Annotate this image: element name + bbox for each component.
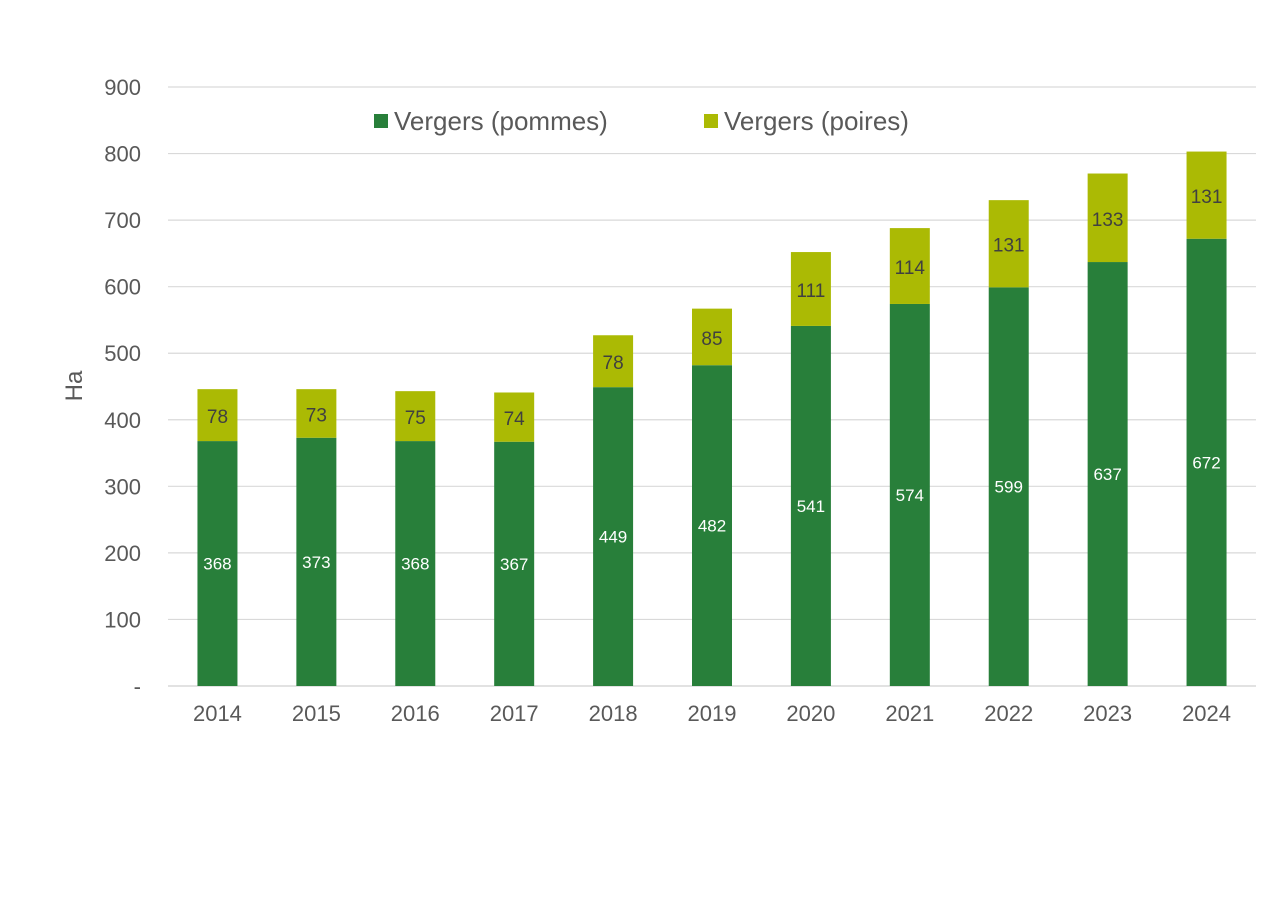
y-tick-label: 500 bbox=[104, 341, 141, 366]
bar-poires-2017 bbox=[494, 392, 535, 442]
data-label-poires-2024: 131 bbox=[1191, 187, 1223, 208]
x-tick-label: 2018 bbox=[589, 701, 638, 726]
bar-poires-2023 bbox=[1087, 173, 1128, 263]
bar-pommes-2016 bbox=[395, 441, 436, 686]
y-tick-label: - bbox=[134, 674, 141, 699]
bar-pommes-2021 bbox=[889, 303, 930, 686]
data-label-poires-2021: 114 bbox=[895, 258, 926, 279]
x-tick-label: 2024 bbox=[1182, 701, 1231, 726]
y-tick-label: 600 bbox=[104, 275, 141, 300]
bar-poires-2021 bbox=[889, 228, 930, 304]
bar-poires-2024 bbox=[1186, 151, 1227, 239]
bar-pommes-2018 bbox=[593, 387, 634, 686]
data-labels: 368 78 373 73 368 75 367 74 449 78 482 85 541 111 574 1… bbox=[203, 187, 1222, 574]
data-label-pommes-2019: 482 bbox=[698, 517, 726, 536]
x-tick-label: 2023 bbox=[1083, 701, 1132, 726]
y-tick-label: 900 bbox=[104, 75, 141, 100]
bar-poires-2015 bbox=[296, 389, 337, 438]
data-label-pommes-2015: 373 bbox=[302, 553, 330, 572]
y-tick-label: 700 bbox=[104, 208, 141, 233]
data-label-pommes-2018: 449 bbox=[599, 528, 627, 547]
bar-pommes-2015 bbox=[296, 437, 337, 686]
bar-pommes-2023 bbox=[1087, 262, 1128, 686]
bar-poires-2019 bbox=[692, 308, 732, 366]
x-tick-label: 2022 bbox=[984, 701, 1033, 726]
data-label-pommes-2016: 368 bbox=[401, 555, 429, 574]
data-label-poires-2018: 78 bbox=[603, 353, 624, 374]
legend-item-poires: Vergers (poires) bbox=[704, 106, 909, 136]
bar-poires-2020 bbox=[790, 252, 831, 326]
data-label-poires-2014: 78 bbox=[207, 407, 228, 428]
data-label-poires-2016: 75 bbox=[405, 408, 426, 429]
data-label-poires-2019: 85 bbox=[701, 329, 722, 350]
data-label-poires-2022: 131 bbox=[993, 236, 1025, 257]
bar-pommes-2022 bbox=[988, 287, 1029, 686]
data-label-poires-2020: 111 bbox=[796, 281, 825, 302]
bar-poires-2018 bbox=[593, 335, 634, 388]
y-axis-title: Ha bbox=[61, 370, 88, 401]
bar-pommes-2019 bbox=[692, 365, 732, 686]
legend-item-pommes: Vergers (pommes) bbox=[374, 106, 608, 136]
bar-poires-2014 bbox=[197, 389, 238, 442]
bar-pommes-2024 bbox=[1186, 238, 1227, 686]
bars bbox=[197, 151, 1227, 686]
data-label-poires-2015: 73 bbox=[306, 405, 327, 426]
data-label-poires-2017: 74 bbox=[504, 409, 526, 430]
legend: Vergers (pommes) Vergers (poires) bbox=[374, 106, 909, 136]
y-tick-label: 800 bbox=[104, 142, 141, 167]
y-tick-label: 300 bbox=[104, 474, 141, 499]
legend-label-pommes: Vergers (pommes) bbox=[394, 106, 608, 136]
x-tick-label: 2014 bbox=[193, 701, 242, 726]
legend-swatch-pommes bbox=[374, 114, 388, 128]
axes: Ha - 100 200 300 400 500 600 700 800 900 2014 2015 2… bbox=[61, 75, 1231, 726]
data-label-pommes-2020: 541 bbox=[797, 497, 825, 516]
x-tick-label: 2021 bbox=[885, 701, 934, 726]
x-tick-label: 2020 bbox=[786, 701, 835, 726]
bar-pommes-2020 bbox=[790, 325, 831, 686]
data-label-pommes-2023: 637 bbox=[1093, 465, 1121, 484]
y-tick-label: 400 bbox=[104, 408, 141, 433]
x-tick-label: 2017 bbox=[490, 701, 539, 726]
legend-label-poires: Vergers (poires) bbox=[724, 106, 909, 136]
data-label-pommes-2014: 368 bbox=[203, 555, 231, 574]
bar-pommes-2017 bbox=[494, 441, 535, 686]
bar-poires-2016 bbox=[395, 391, 436, 442]
bar-pommes-2014 bbox=[197, 441, 238, 686]
x-tick-label: 2016 bbox=[391, 701, 440, 726]
legend-swatch-poires bbox=[704, 114, 718, 128]
bar-poires-2022 bbox=[988, 200, 1029, 288]
data-label-pommes-2017: 367 bbox=[500, 555, 528, 574]
data-label-pommes-2021: 574 bbox=[896, 486, 924, 505]
y-tick-label: 100 bbox=[104, 607, 141, 632]
data-label-pommes-2024: 672 bbox=[1192, 453, 1220, 472]
data-label-pommes-2022: 599 bbox=[995, 478, 1023, 497]
y-tick-label: 200 bbox=[104, 541, 141, 566]
x-tick-label: 2019 bbox=[688, 701, 737, 726]
x-tick-label: 2015 bbox=[292, 701, 341, 726]
data-label-poires-2023: 133 bbox=[1092, 210, 1124, 231]
